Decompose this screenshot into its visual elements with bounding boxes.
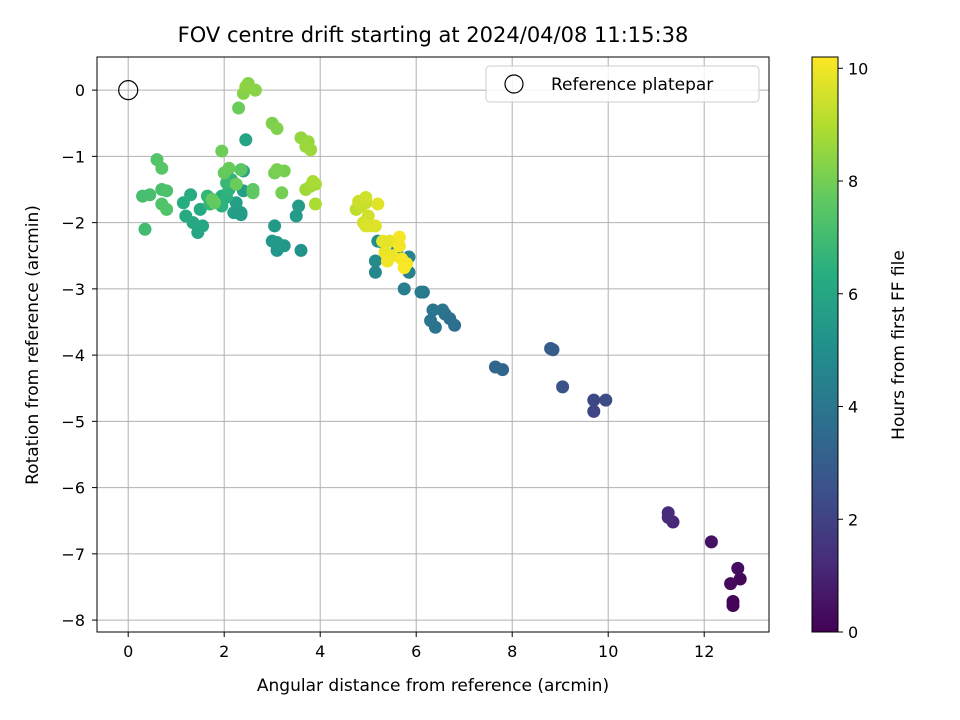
- y-tick-label: 0: [75, 81, 85, 100]
- legend: Reference platepar: [485, 65, 760, 103]
- data-point: [289, 209, 303, 223]
- x-axis-ticks: 0 2 4 6 8 10 12: [123, 632, 714, 661]
- x-tick-label: 2: [219, 642, 229, 661]
- data-point: [246, 186, 260, 200]
- data-point: [587, 393, 601, 407]
- data-point: [229, 196, 243, 210]
- colorbar-tick-label: 0: [848, 623, 858, 642]
- data-point: [306, 175, 320, 189]
- data-point: [704, 535, 718, 549]
- data-point: [239, 133, 253, 147]
- data-point: [436, 303, 450, 317]
- y-tick-label: −4: [61, 346, 85, 365]
- data-point: [232, 101, 246, 115]
- y-axis-label: Rotation from reference (arcmin): [23, 205, 43, 485]
- data-point: [397, 261, 411, 275]
- data-point: [294, 243, 308, 257]
- data-point: [424, 314, 438, 328]
- colorbar-ticks: 0 2 4 6 8 10: [838, 59, 868, 642]
- plot-frame: [96, 56, 770, 633]
- y-tick-label: −1: [61, 147, 85, 166]
- data-point: [368, 254, 382, 268]
- grid-lines: [97, 57, 769, 632]
- legend-marker: [504, 74, 524, 94]
- x-axis-label: Angular distance from reference (arcmin): [257, 676, 609, 696]
- data-point: [731, 561, 745, 575]
- colorbar-tick-label: 8: [848, 172, 858, 191]
- y-tick-label: −3: [61, 280, 85, 299]
- data-point: [270, 235, 284, 249]
- y-tick-label: −2: [61, 214, 85, 233]
- data-point: [556, 380, 570, 394]
- data-point: [138, 222, 152, 236]
- x-tick-label: 4: [315, 642, 325, 661]
- chart-title: FOV centre drift starting at 2024/04/08 …: [178, 23, 689, 47]
- reference-marker: [118, 80, 139, 101]
- data-point: [270, 163, 284, 177]
- x-tick-label: 12: [694, 642, 714, 661]
- data-point: [143, 188, 157, 202]
- data-point: [359, 190, 373, 204]
- data-point: [268, 219, 282, 233]
- x-tick-label: 10: [598, 642, 618, 661]
- colorbar: [811, 56, 839, 633]
- data-point: [176, 196, 190, 210]
- legend-entry-reference: Reference platepar: [551, 75, 713, 95]
- colorbar-tick-label: 4: [848, 398, 858, 417]
- colorbar-tick-label: 6: [848, 285, 858, 304]
- data-point: [371, 197, 385, 211]
- data-point: [160, 202, 174, 216]
- data-point: [587, 404, 601, 418]
- data-point: [270, 122, 284, 136]
- legend-box: [485, 65, 760, 103]
- data-point: [222, 161, 236, 175]
- x-tick-label: 8: [507, 642, 517, 661]
- data-point: [234, 206, 248, 220]
- data-point: [414, 285, 428, 299]
- data-point: [726, 599, 740, 613]
- data-point: [160, 184, 174, 198]
- data-point: [208, 196, 222, 210]
- data-points: [118, 76, 747, 613]
- y-tick-label: −7: [61, 545, 85, 564]
- data-point: [193, 202, 207, 216]
- data-point: [179, 209, 193, 223]
- data-point: [304, 143, 318, 157]
- data-point: [397, 282, 411, 296]
- data-point: [488, 360, 502, 374]
- data-point: [239, 80, 253, 94]
- x-tick-label: 6: [411, 642, 421, 661]
- data-point: [546, 343, 560, 357]
- y-tick-label: −5: [61, 412, 85, 431]
- data-point: [234, 163, 248, 177]
- data-point: [308, 197, 322, 211]
- data-point: [426, 303, 440, 317]
- colorbar-label: Hours from first FF file: [889, 250, 909, 440]
- data-point: [661, 510, 675, 524]
- data-point: [220, 176, 234, 190]
- data-point: [368, 265, 382, 279]
- data-point: [229, 177, 243, 191]
- x-tick-label: 0: [123, 642, 133, 661]
- colorbar-tick-label: 10: [848, 59, 868, 78]
- y-tick-label: −8: [61, 611, 85, 630]
- y-tick-label: −6: [61, 479, 85, 498]
- data-point: [599, 393, 613, 407]
- y-axis-ticks: 0 −1 −2 −3 −4 −5 −6 −7 −8: [61, 81, 97, 630]
- data-point: [724, 577, 738, 591]
- data-point: [292, 199, 306, 213]
- data-point: [155, 161, 169, 175]
- colorbar-tick-label: 2: [848, 510, 858, 529]
- data-point: [215, 144, 229, 158]
- data-point: [275, 186, 289, 200]
- data-point: [392, 239, 406, 253]
- data-point: [368, 219, 382, 233]
- data-point: [380, 254, 394, 268]
